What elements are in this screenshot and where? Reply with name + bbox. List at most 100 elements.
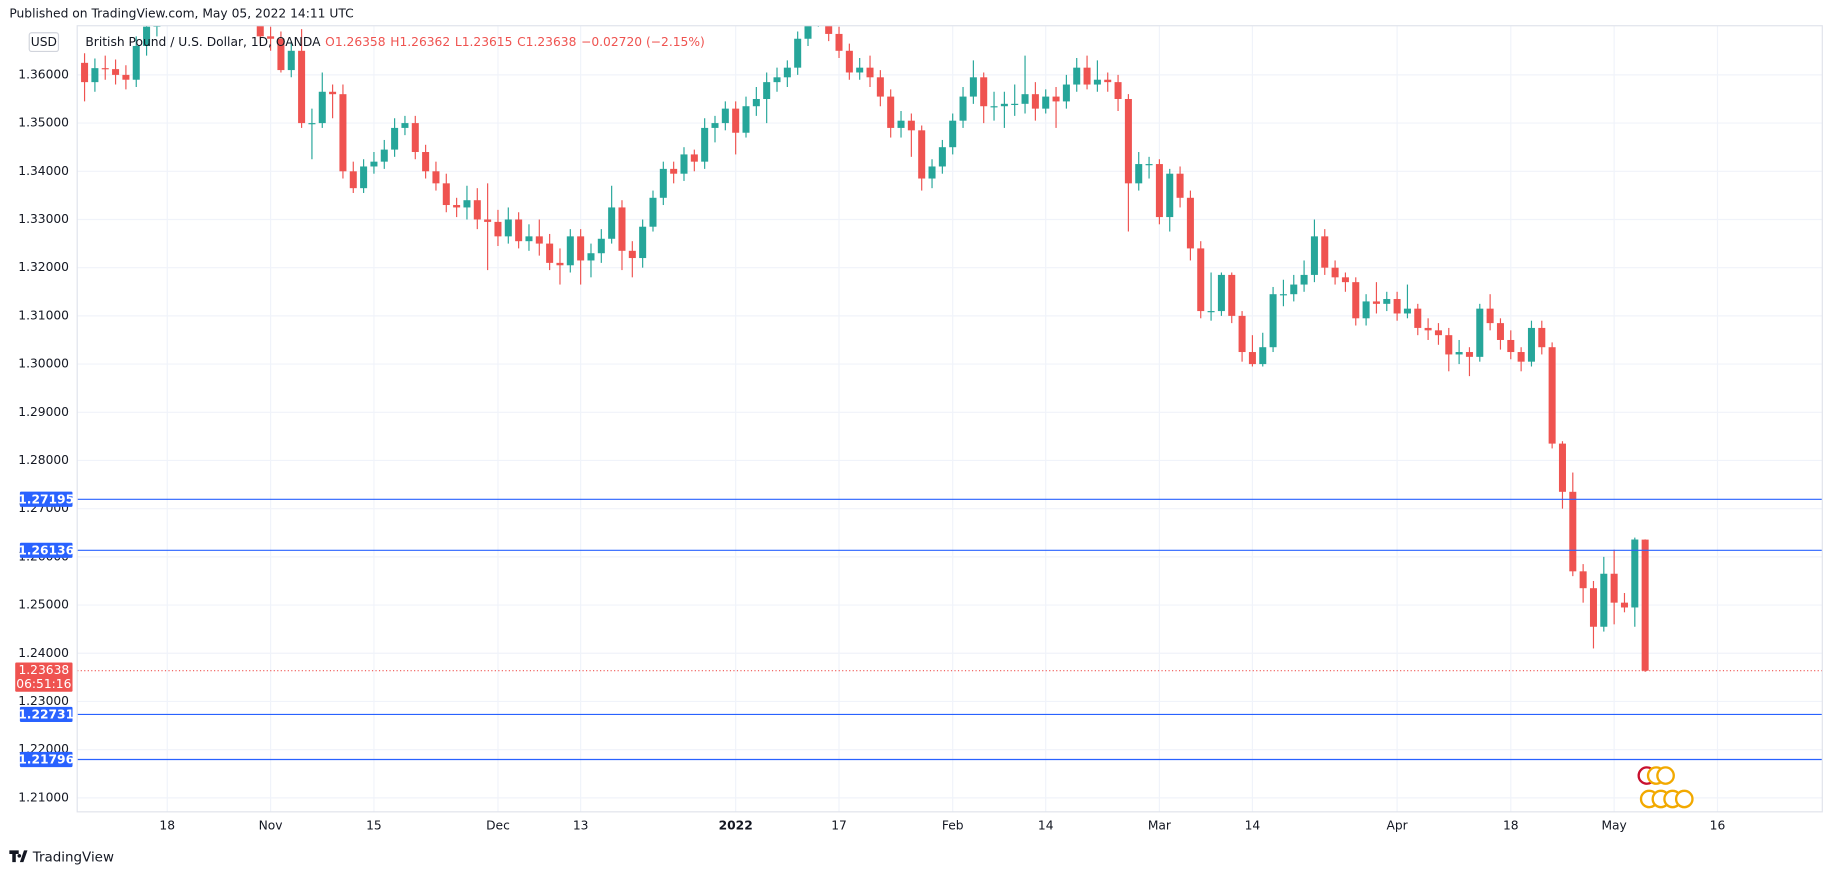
candle-body <box>990 106 998 108</box>
y-tick-label: 1.35000 <box>18 116 69 130</box>
candle-body <box>401 123 409 128</box>
candle-body <box>587 253 595 261</box>
candle-body <box>1455 352 1463 355</box>
candle-body <box>494 221 502 237</box>
x-tick-label: 16 <box>1710 818 1726 832</box>
candle-body <box>628 250 636 259</box>
plot-area <box>77 25 1823 761</box>
candle-body <box>515 219 523 242</box>
candle-body <box>1631 539 1639 608</box>
candle-body <box>1362 301 1370 319</box>
candle-body <box>81 62 89 83</box>
candle-body <box>298 50 306 124</box>
level-label-box <box>19 542 73 558</box>
ohlc-high: H1.26362 <box>390 35 450 49</box>
x-tick-label: Feb <box>942 818 964 832</box>
candle-body <box>1073 67 1081 85</box>
candle-body <box>1569 491 1577 572</box>
candle-body <box>701 127 709 162</box>
candle-body <box>773 77 781 83</box>
x-tick-label: 13 <box>573 818 589 832</box>
footer: TradingView <box>9 850 114 865</box>
candle-body <box>1135 164 1143 184</box>
x-tick-label: May <box>1601 818 1626 832</box>
candle-body <box>546 243 554 263</box>
candle-body <box>484 219 492 222</box>
level-label-box <box>19 491 73 507</box>
candle-body <box>535 236 543 244</box>
candle-body <box>639 226 647 259</box>
candle-body <box>566 236 574 266</box>
candle-body <box>1290 284 1298 295</box>
candle-body <box>1331 267 1339 278</box>
candle-body <box>143 26 151 46</box>
candle-body <box>1424 327 1432 331</box>
candle-body <box>732 108 740 133</box>
candle-body <box>1145 164 1153 166</box>
candle-body <box>856 67 864 73</box>
level-label: 1.27195 <box>18 492 74 506</box>
candle-body <box>1414 308 1422 328</box>
candle-body <box>1496 323 1504 340</box>
candle-body <box>928 166 936 179</box>
x-tick-label: 15 <box>366 818 382 832</box>
candle-body <box>267 36 275 39</box>
legend-line: British Pound / U.S. Dollar, 1D, OANDA O1… <box>85 35 704 49</box>
currency-box <box>28 32 60 53</box>
candle-body <box>618 207 626 251</box>
ohlc-close: C1.23638 <box>517 35 576 49</box>
candle-body <box>411 123 419 153</box>
x-tick-label: Apr <box>1386 818 1408 832</box>
candle-body <box>866 67 874 78</box>
candle-body <box>1517 352 1525 362</box>
candle-body <box>1248 352 1256 365</box>
candle-body <box>432 171 440 184</box>
symbol-title: British Pound / U.S. Dollar, 1D, OANDA <box>85 35 321 49</box>
candle-body <box>1341 277 1349 283</box>
x-tick-label: 2022 <box>719 818 753 832</box>
candle-body <box>1372 301 1380 304</box>
candle-body <box>1021 94 1029 104</box>
candle-body <box>525 236 533 242</box>
candle-body <box>391 127 399 150</box>
candle-body <box>1269 294 1277 348</box>
candle-body <box>711 123 719 128</box>
candle-body <box>1083 67 1091 85</box>
candle-body <box>1434 330 1442 336</box>
candle-body <box>1031 94 1039 109</box>
candle-body <box>1486 308 1494 324</box>
candle-body <box>1300 274 1308 285</box>
candle-body <box>608 207 616 239</box>
candle-body <box>329 91 337 95</box>
candle-body <box>876 77 884 97</box>
y-tick-label: 1.30000 <box>18 357 69 371</box>
candle-body <box>1000 103 1008 107</box>
candle-body <box>473 200 481 220</box>
y-tick-label: 1.28000 <box>18 453 69 467</box>
candle-body <box>1062 84 1070 102</box>
candle-body <box>1589 588 1597 627</box>
candle-body <box>804 25 812 39</box>
candle-body <box>1579 571 1587 589</box>
candle-body <box>835 33 843 51</box>
candle-body <box>1610 573 1618 603</box>
candle-body <box>670 168 678 174</box>
candle-body <box>597 238 605 254</box>
candle-body <box>1259 347 1267 365</box>
candle-body <box>1465 352 1473 357</box>
candle-body <box>659 168 667 198</box>
legend: USD British Pound / U.S. Dollar, 1D, OAN… <box>28 32 705 53</box>
y-tick-label: 1.25000 <box>18 598 69 612</box>
candle-body <box>1383 299 1391 304</box>
candle-body <box>1052 96 1060 102</box>
candle-body <box>101 68 109 70</box>
candle-body <box>1310 236 1318 275</box>
candle-body <box>763 82 771 99</box>
candle-body <box>122 74 130 80</box>
last-price-label: 1.23638 <box>18 663 69 677</box>
y-tick-label: 1.29000 <box>18 405 69 419</box>
candle-body <box>897 120 905 128</box>
candle-body <box>1228 274 1236 316</box>
